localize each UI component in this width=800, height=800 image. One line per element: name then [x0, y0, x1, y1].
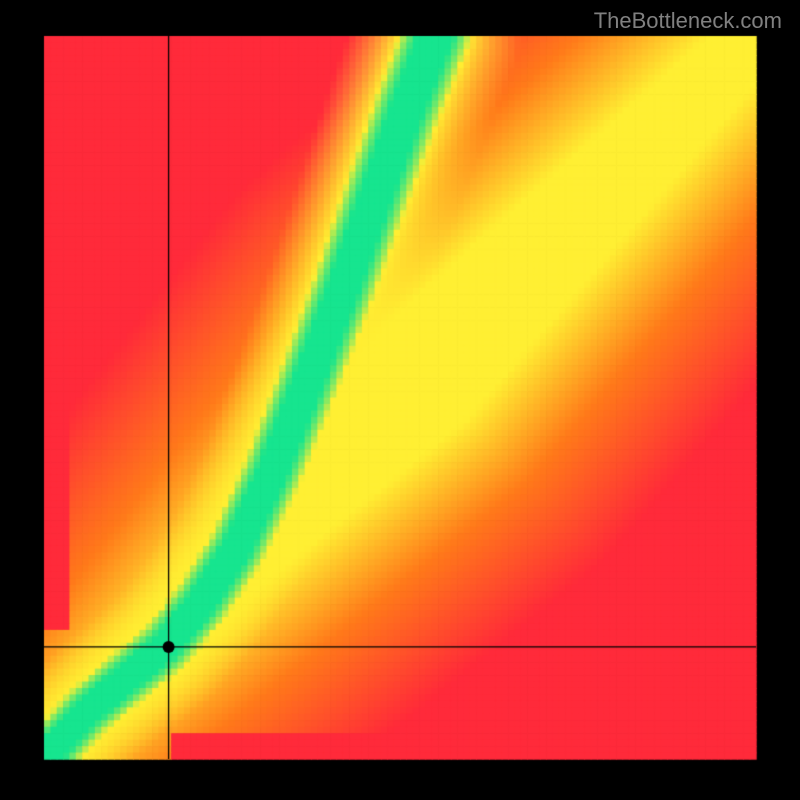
bottleneck-heatmap: [0, 0, 800, 800]
chart-container: TheBottleneck.com: [0, 0, 800, 800]
watermark-label: TheBottleneck.com: [594, 8, 782, 34]
